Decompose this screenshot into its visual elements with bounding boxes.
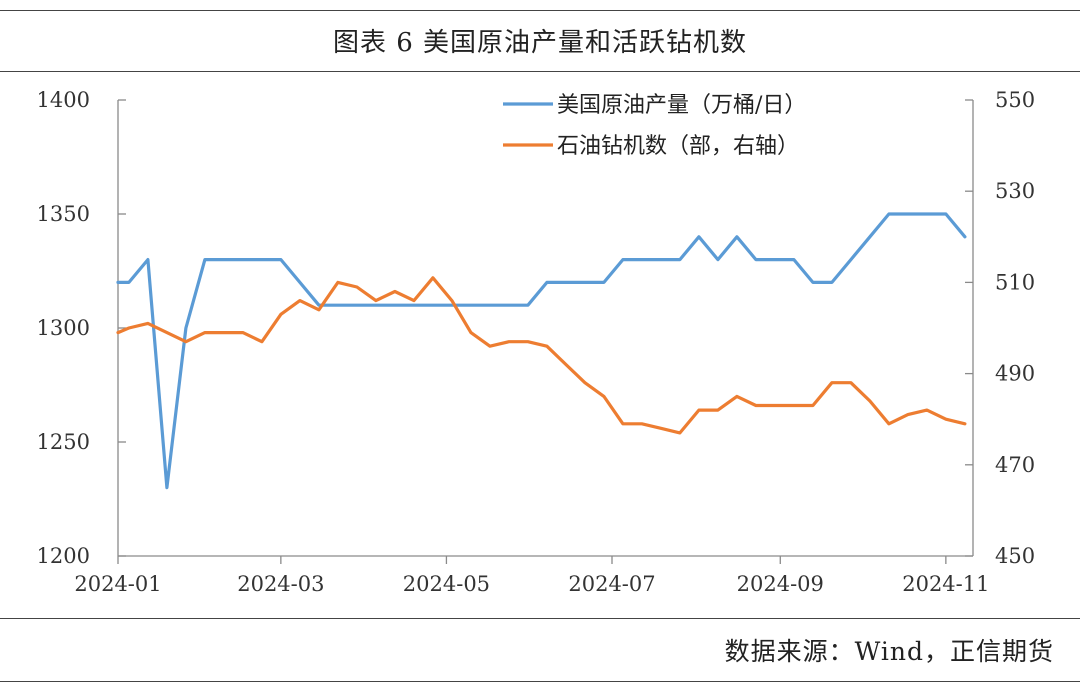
right-tick-label: 490 bbox=[995, 362, 1035, 386]
x-tick-label: 2024-07 bbox=[568, 572, 655, 596]
right-tick-label: 470 bbox=[995, 453, 1035, 477]
left-axis-ticks: 1400 1350 1300 1250 1200 bbox=[37, 88, 126, 568]
left-tick-label: 1200 bbox=[37, 544, 90, 568]
series-line-rigs bbox=[116, 276, 967, 435]
bottom-rule bbox=[0, 681, 1080, 682]
series-lines bbox=[116, 212, 967, 490]
x-axis-ticks: 2024-01 2024-03 2024-05 2024-07 2024-09 2024-… bbox=[74, 556, 989, 596]
chart-title: 图表 6 美国原油产量和活跃钻机数 bbox=[332, 28, 748, 58]
chart-axes bbox=[117, 100, 974, 557]
left-tick-label: 1300 bbox=[37, 316, 90, 340]
legend-label: 石油钻机数（部，右轴） bbox=[557, 134, 799, 159]
right-tick-label: 510 bbox=[995, 270, 1035, 294]
right-tick-label: 530 bbox=[995, 179, 1035, 203]
left-tick-label: 1350 bbox=[37, 202, 90, 226]
right-axis-ticks: 550 530 510 490 470 450 bbox=[965, 88, 1035, 568]
right-tick-label: 550 bbox=[995, 88, 1035, 112]
left-tick-label: 1250 bbox=[37, 430, 90, 454]
x-tick-label: 2024-11 bbox=[902, 572, 989, 596]
top-rule bbox=[0, 10, 1080, 11]
right-tick-label: 450 bbox=[995, 544, 1035, 568]
x-tick-label: 2024-09 bbox=[737, 572, 824, 596]
series-line-production bbox=[116, 212, 967, 490]
source-rule bbox=[0, 618, 1080, 619]
left-tick-label: 1400 bbox=[37, 88, 90, 112]
legend: 美国原油产量（万桶/日） 石油钻机数（部，右轴） bbox=[503, 93, 806, 159]
data-source: 数据来源：Wind，正信期货 bbox=[724, 637, 1054, 666]
x-tick-label: 2024-01 bbox=[74, 572, 161, 596]
legend-label: 美国原油产量（万桶/日） bbox=[557, 93, 806, 118]
x-tick-label: 2024-05 bbox=[403, 572, 490, 596]
x-tick-label: 2024-03 bbox=[237, 572, 324, 596]
title-rule bbox=[0, 71, 1080, 72]
